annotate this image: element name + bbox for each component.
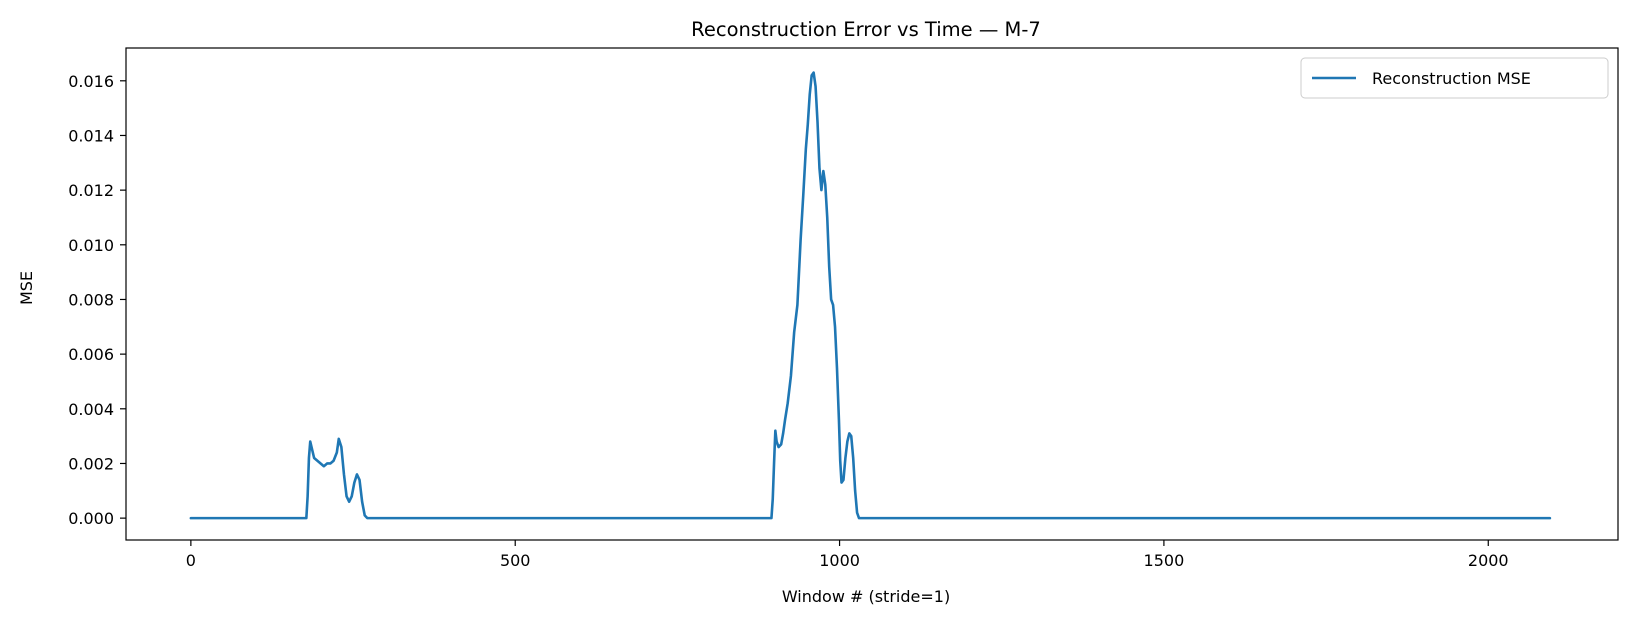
x-tick-label: 1000 bbox=[819, 551, 860, 570]
y-tick-label: 0.004 bbox=[68, 400, 114, 419]
y-tick-label: 0.002 bbox=[68, 454, 114, 473]
y-tick-label: 0.014 bbox=[68, 126, 114, 145]
chart-title: Reconstruction Error vs Time — M-7 bbox=[691, 18, 1041, 41]
plot-area bbox=[125, 47, 1619, 541]
x-axis-ticks: 0 500 1000 1500 2000 bbox=[186, 540, 1509, 570]
x-tick-label: 500 bbox=[500, 551, 531, 570]
y-tick-label: 0.008 bbox=[68, 290, 114, 309]
y-tick-label: 0.016 bbox=[68, 72, 114, 91]
y-tick-label: 0.000 bbox=[68, 509, 114, 528]
x-tick-label: 0 bbox=[186, 551, 196, 570]
x-axis-label: Window # (stride=1) bbox=[782, 587, 950, 606]
legend-box bbox=[1300, 57, 1609, 99]
y-tick-label: 0.006 bbox=[68, 345, 114, 364]
x-tick-label: 2000 bbox=[1468, 551, 1509, 570]
y-tick-label: 0.012 bbox=[68, 181, 114, 200]
series-layer bbox=[189, 71, 1552, 520]
x-tick-label: 1500 bbox=[1144, 551, 1185, 570]
y-tick-label: 0.010 bbox=[68, 236, 114, 255]
series-line-reconstruction-mse bbox=[189, 71, 1552, 520]
legend-label: Reconstruction MSE bbox=[1372, 69, 1531, 88]
legend: Reconstruction MSE bbox=[1300, 57, 1609, 99]
y-axis-ticks: 0.000 0.002 0.004 0.006 0.008 0.010 0.012 0.014… bbox=[68, 72, 126, 528]
y-axis-label: MSE bbox=[17, 271, 36, 305]
